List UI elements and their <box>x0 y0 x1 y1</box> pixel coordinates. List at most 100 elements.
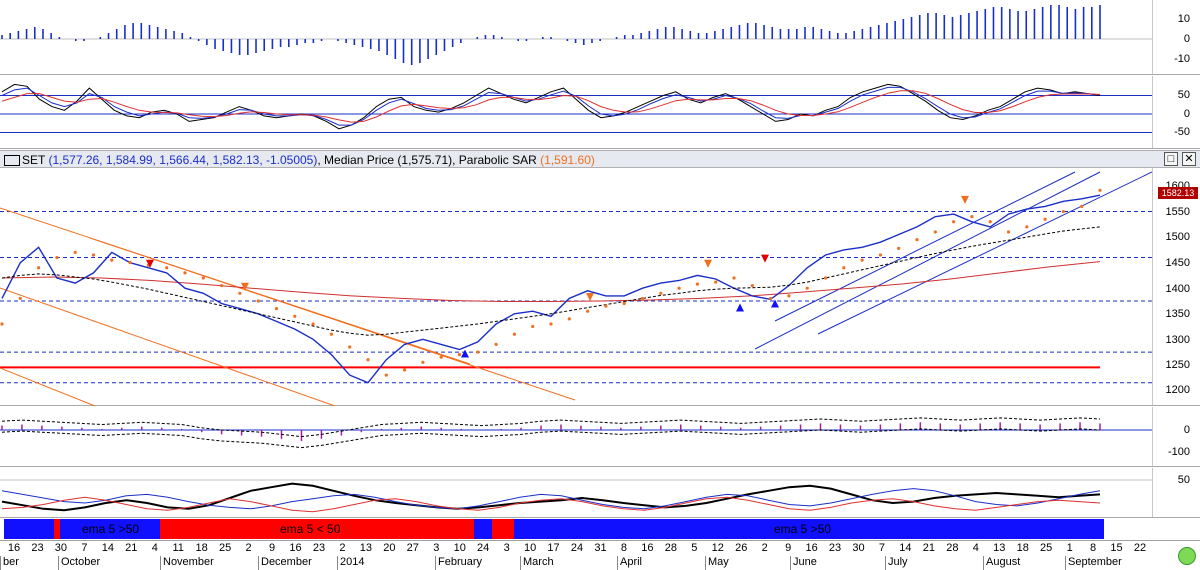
indicator-series-line <box>1 496 1101 513</box>
close-button[interactable]: ✕ <box>1182 152 1196 166</box>
month-label: 2014 <box>340 556 365 568</box>
date-tick: 1 <box>1066 542 1073 554</box>
date-tick: 13 <box>993 542 1006 554</box>
parabolic-sar-dot <box>915 238 919 242</box>
buy-arrow-icon <box>736 303 744 312</box>
price-line <box>1 194 1101 384</box>
indicator-tick: 50 <box>1177 474 1190 486</box>
parabolic-sar-dot <box>512 332 517 336</box>
date-tick: 28 <box>664 542 677 554</box>
sell-arrow-icon <box>761 254 769 263</box>
date-tick: 4 <box>972 542 979 554</box>
parabolic-sar-dot <box>183 271 187 275</box>
parabolic-sar-dot <box>933 230 937 234</box>
indicator-lines-panel[interactable]: 50 <box>0 468 1200 518</box>
date-tick: 13 <box>359 542 372 554</box>
month-label: May <box>708 556 729 568</box>
parabolic-sar-dot <box>640 296 645 301</box>
parabolic-sar-dot <box>677 286 681 290</box>
sell-arrow-icon <box>146 259 154 268</box>
median-label: Median Price <box>324 153 395 167</box>
chart-icon <box>4 155 20 167</box>
ema-segment <box>60 519 160 539</box>
price-axis: 1600 1550 1500 1450 1400 1350 1300 1250 … <box>1152 168 1200 405</box>
date-tick: 25 <box>1040 542 1053 554</box>
down-channel-bottom <box>0 367 96 406</box>
date-tick: 8 <box>620 542 627 554</box>
chart-title: SET (1,577.26, 1,584.99, 1,566.44, 1,582… <box>4 153 595 167</box>
price-tick: 1450 <box>1165 257 1190 269</box>
date-tick: 27 <box>406 542 419 554</box>
parabolic-sar-dot <box>860 258 864 262</box>
stochastic-tick: 50 <box>1177 89 1190 101</box>
month-label: November <box>163 556 214 568</box>
date-tick: 23 <box>828 542 842 554</box>
parabolic-sar-dot <box>897 246 901 250</box>
price-panel[interactable]: 1600 1550 1500 1450 1400 1350 1300 1250 … <box>0 168 1200 406</box>
restore-button[interactable]: □ <box>1164 152 1178 166</box>
parabolic-sar-dot <box>1080 204 1084 209</box>
ema-state-bar: ema 5 >50 ema 5 < 50 ema 5 >50 <box>4 519 1104 539</box>
macd-panel[interactable]: 10 0 -10 <box>0 0 1200 75</box>
ema-segment <box>4 519 54 539</box>
month-separator <box>1065 556 1066 570</box>
parabolic-sar-dot <box>695 282 700 286</box>
indicator-lines <box>0 479 1152 513</box>
parabolic-sar-dot <box>348 345 352 349</box>
month-separator <box>160 556 161 570</box>
parabolic-sar-dot <box>750 284 754 288</box>
ema-label: ema 5 < 50 <box>280 522 341 536</box>
date-tick: 22 <box>1133 542 1147 554</box>
parabolic-sar-dot <box>457 353 462 357</box>
parabolic-sar-dot <box>311 322 315 326</box>
date-tick: 23 <box>31 542 44 554</box>
status-smiley-icon[interactable] <box>1178 547 1196 565</box>
month-separator <box>58 556 59 570</box>
parabolic-sar-dot <box>567 317 571 321</box>
month-label: February <box>438 556 483 568</box>
month-label: December <box>261 556 312 568</box>
parabolic-sar-dot <box>732 276 736 280</box>
long-ma-line <box>1 261 1101 302</box>
parabolic-sar-dot <box>220 284 224 288</box>
parabolic-sar-dot <box>110 258 114 262</box>
parabolic-sar-dot <box>714 280 718 284</box>
month-separator <box>790 556 791 570</box>
date-tick: 7 <box>81 542 88 554</box>
parabolic-sar-dot <box>421 360 425 364</box>
stochastic-panel[interactable]: 50 0 -50 <box>0 76 1200 149</box>
oscillator-panel[interactable]: 0 -100 <box>0 407 1200 467</box>
macd-tick: 0 <box>1183 33 1190 45</box>
sar-label: Parabolic SAR <box>458 153 537 167</box>
date-tick: 11 <box>172 542 184 554</box>
parabolic-sar-dot <box>1025 225 1029 229</box>
parabolic-sar-dot <box>256 299 260 303</box>
parabolic-sar-dot <box>988 220 992 224</box>
month-label: August <box>986 556 1021 568</box>
macd-tick: -10 <box>1174 53 1190 65</box>
parabolic-sar-dot <box>586 309 590 313</box>
stochastic-axis: 50 0 -50 <box>1152 76 1200 148</box>
buy-arrow-icon <box>771 299 779 308</box>
parabolic-sar-dot <box>128 261 132 265</box>
date-tick: 17 <box>547 542 560 554</box>
parabolic-sar-dot <box>238 291 242 295</box>
parabolic-sar-dot <box>37 266 41 270</box>
date-tick: 24 <box>570 542 584 554</box>
stochastic-lines <box>0 83 1152 133</box>
date-axis: 16 23 30 7 14 21 4 11 18 25 2 9 16 23 2 13 20 27 3 10 24 3 10 1… <box>0 540 1200 570</box>
sell-arrow-icon <box>241 282 249 291</box>
parabolic-sar-dot <box>55 255 59 260</box>
date-tick: 3 <box>433 542 440 554</box>
chart-title-bar[interactable]: SET (1,577.26, 1,584.99, 1,566.44, 1,582… <box>0 150 1200 168</box>
parabolic-sar-dot <box>878 253 883 257</box>
date-tick: 5 <box>691 542 698 554</box>
date-tick: 18 <box>1016 542 1029 554</box>
macd-tick: 10 <box>1177 13 1190 25</box>
date-tick: 21 <box>922 542 935 554</box>
ema-label: ema 5 >50 <box>82 522 140 536</box>
parabolic-sar-dot <box>73 250 77 255</box>
oscillator-lower-band <box>1 428 1101 449</box>
sell-arrow-icon <box>586 292 594 301</box>
parabolic-sar-dot <box>1006 230 1011 234</box>
